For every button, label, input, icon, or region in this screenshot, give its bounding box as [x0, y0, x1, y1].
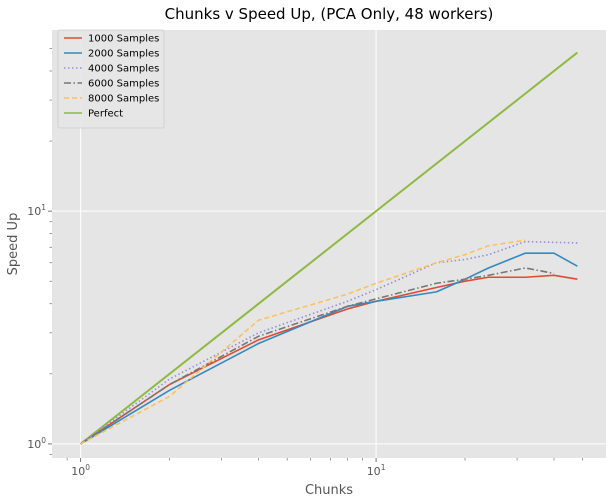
series-line-4000-samples — [80, 240, 578, 445]
y-axis-label: Speed Up — [6, 213, 21, 276]
legend: 1000 Samples 2000 Samples 4000 Samples 6000… — [57, 29, 165, 129]
ticks: 100 101 100 101 — [27, 48, 583, 478]
series-line-6000-samples — [80, 267, 555, 445]
series-line-perfect — [80, 51, 578, 445]
y-tick-label: 100 — [27, 436, 46, 451]
x-tick-label: 101 — [367, 463, 386, 478]
legend-entry: 6000 Samples — [88, 79, 159, 90]
chart-title: Chunks v Speed Up, (PCA Only, 48 workers… — [165, 5, 494, 23]
x-axis-label: Chunks — [305, 483, 353, 498]
series-layer — [80, 51, 578, 445]
series-line-8000-samples — [80, 239, 526, 445]
series-line-2000-samples — [80, 252, 578, 445]
series-line-1000-samples — [80, 274, 578, 445]
legend-entry: 1000 Samples — [88, 34, 159, 45]
y-tick-label: 101 — [27, 203, 46, 218]
x-tick-label: 100 — [71, 463, 90, 478]
legend-entry: 2000 Samples — [88, 49, 159, 60]
legend-entry: Perfect — [88, 109, 123, 120]
legend-box — [57, 29, 165, 129]
legend-entry: 4000 Samples — [88, 64, 159, 75]
legend-entry: 8000 Samples — [88, 94, 159, 105]
